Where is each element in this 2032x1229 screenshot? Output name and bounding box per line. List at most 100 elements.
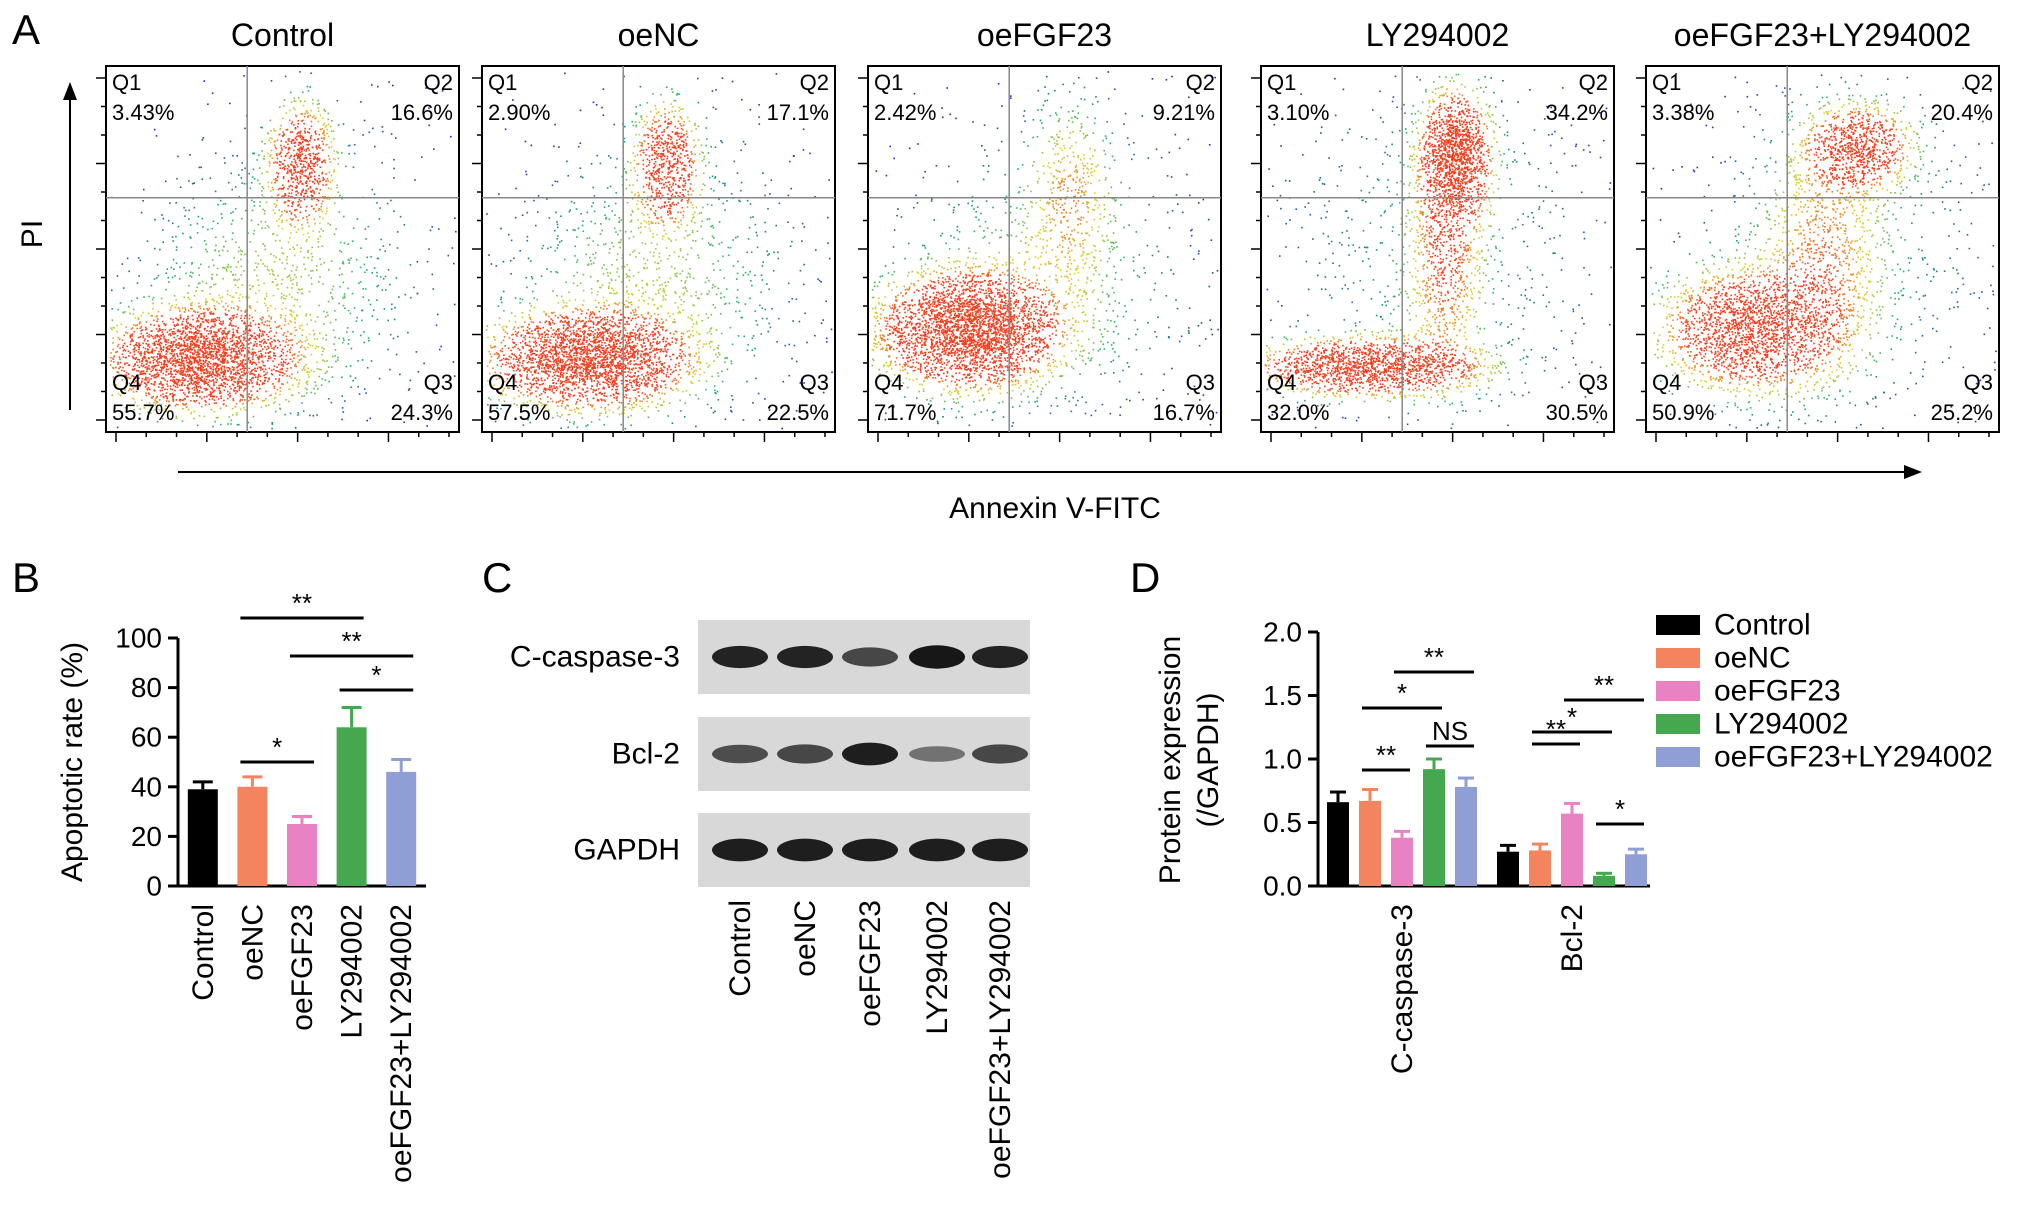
y-tick-label: 1.5 — [1263, 680, 1302, 711]
quadrant-q2-label: Q2 — [1964, 70, 1993, 95]
panel-b-apoptosis-bar-chart: 0 20 40 60 80 100 Apoptotic rate (%) Control oeN… — [56, 588, 426, 1183]
blot-row-label: Bcl-2 — [612, 738, 680, 771]
quadrant-q3-value: 24.3% — [391, 400, 453, 425]
significance-label: ** — [1424, 642, 1444, 672]
blot-band — [972, 838, 1028, 862]
blot-band — [972, 744, 1028, 764]
bar — [1455, 786, 1477, 886]
flow-plot: oeFGF23 Q1 2.42% Q2 9.21% Q3 16.7% Q4 71.7% — [858, 17, 1222, 442]
flow-plot: LY294002 Q1 3.10% Q2 34.2% Q3 30.5% Q4 32.0% — [1251, 17, 1615, 442]
blot-band — [909, 645, 965, 669]
quadrant-q2-value: 16.6% — [391, 100, 453, 125]
blot-lane-label: oeFGF23 — [854, 900, 887, 1027]
significance-label: * — [1397, 678, 1407, 708]
quadrant-q1-value: 3.38% — [1652, 100, 1714, 125]
quadrant-q4-label: Q4 — [488, 370, 517, 395]
quadrant-q3-label: Q3 — [1579, 370, 1608, 395]
blot-row-label: GAPDH — [573, 834, 680, 867]
blot-band — [909, 838, 965, 862]
flow-density-scatter — [485, 72, 833, 430]
bar — [1423, 769, 1445, 886]
flow-plot: Control Q1 3.43% Q2 16.6% Q3 24.3% Q4 55.7% — [96, 17, 460, 442]
quadrant-q2-label: Q2 — [800, 70, 829, 95]
quadrant-q1-label: Q1 — [112, 70, 141, 95]
bar — [1327, 802, 1349, 886]
quadrant-q4-value: 55.7% — [112, 400, 174, 425]
significance-label: ** — [1546, 714, 1566, 744]
quadrant-q1-value: 3.43% — [112, 100, 174, 125]
quadrant-q2-value: 20.4% — [1931, 100, 1993, 125]
bar — [1561, 813, 1583, 886]
legend-swatch — [1656, 615, 1700, 635]
blot-band — [712, 744, 768, 764]
legend-label: LY294002 — [1714, 708, 1849, 741]
blot-row-label: C-caspase-3 — [510, 641, 680, 674]
quadrant-q4-value: 71.7% — [874, 400, 936, 425]
quadrant-q1-label: Q1 — [488, 70, 517, 95]
quadrant-q2-label: Q2 — [1579, 70, 1608, 95]
x-tick-label: Control — [187, 904, 220, 1001]
significance-label: ** — [292, 588, 312, 618]
annexin-axis-label: Annexin V-FITC — [949, 492, 1161, 525]
blot-lane-label: oeFGF23+LY294002 — [984, 900, 1017, 1179]
flow-plot: oeFGF23+LY294002 Q1 3.38% Q2 20.4% Q3 25.2% Q4 5… — [1636, 17, 2000, 442]
quadrant-q1-value: 3.10% — [1267, 100, 1329, 125]
blot-band — [712, 645, 768, 669]
y-tick-label: 80 — [131, 672, 162, 703]
x-tick-label: LY294002 — [336, 904, 369, 1039]
legend-label: oeFGF23 — [1714, 675, 1841, 708]
quadrant-q4-label: Q4 — [112, 370, 141, 395]
bar — [1391, 837, 1413, 886]
blot-lane-label: Control — [724, 900, 757, 997]
pi-axis-label: PI — [16, 220, 49, 248]
quadrant-q3-value: 30.5% — [1546, 400, 1608, 425]
y-tick-label: 40 — [131, 771, 162, 802]
legend-swatch — [1656, 681, 1700, 701]
quadrant-q2-value: 17.1% — [767, 100, 829, 125]
flow-plot-frame — [867, 65, 1222, 433]
flow-plot-title: oeFGF23 — [977, 17, 1112, 53]
bar — [1359, 800, 1381, 886]
quadrant-q1-label: Q1 — [1267, 70, 1296, 95]
y-axis-label: Apoptotic rate (%) — [56, 642, 89, 882]
quadrant-q3-value: 25.2% — [1931, 400, 1993, 425]
quadrant-q1-label: Q1 — [874, 70, 903, 95]
flow-plot-title: LY294002 — [1366, 17, 1510, 53]
bar — [187, 789, 218, 886]
x-tick-label: Bcl-2 — [1556, 904, 1589, 972]
panel-c-western-blot: C-caspase-3 Bcl-2 GAPDH Control oeNC oeFGF23 L… — [510, 620, 1030, 1179]
legend-swatch — [1656, 648, 1700, 668]
quadrant-q4-value: 32.0% — [1267, 400, 1329, 425]
panel-letter-c: C — [482, 554, 512, 601]
quadrant-q3-value: 22.5% — [767, 400, 829, 425]
significance-label: ** — [341, 626, 361, 656]
y-axis-label-unit: (/GAPDH) — [1192, 693, 1225, 828]
y-tick-label: 0 — [146, 871, 162, 902]
quadrant-q4-label: Q4 — [874, 370, 903, 395]
panel-a-flow-cytometry: Control Q1 3.43% Q2 16.6% Q3 24.3% Q4 55.7% oeNC Q… — [16, 17, 2000, 525]
quadrant-q1-value: 2.42% — [874, 100, 936, 125]
blot-strip — [698, 620, 1030, 694]
significance-label: ** — [1594, 670, 1614, 700]
panel-letter-a: A — [12, 6, 40, 53]
quadrant-q3-label: Q3 — [424, 370, 453, 395]
y-tick-label: 2.0 — [1263, 617, 1302, 648]
annexin-arrowhead — [1904, 465, 1922, 479]
y-tick-label: 0.5 — [1263, 807, 1302, 838]
quadrant-q3-value: 16.7% — [1153, 400, 1215, 425]
bar — [1625, 854, 1647, 886]
blot-lane-label: LY294002 — [921, 900, 954, 1035]
bar — [1497, 851, 1519, 886]
x-tick-label: oeFGF23+LY294002 — [385, 904, 418, 1183]
quadrant-q2-value: 34.2% — [1546, 100, 1608, 125]
bar — [1529, 850, 1551, 886]
y-axis-label: Protein expression — [1154, 636, 1187, 884]
y-tick-label: 60 — [131, 722, 162, 753]
significance-label: ** — [1376, 740, 1396, 770]
quadrant-q4-label: Q4 — [1267, 370, 1296, 395]
quadrant-q2-label: Q2 — [424, 70, 453, 95]
quadrant-q3-label: Q3 — [800, 370, 829, 395]
pi-arrowhead — [63, 82, 77, 100]
blot-lane-label: oeNC — [789, 900, 822, 977]
significance-label: * — [1567, 702, 1577, 732]
